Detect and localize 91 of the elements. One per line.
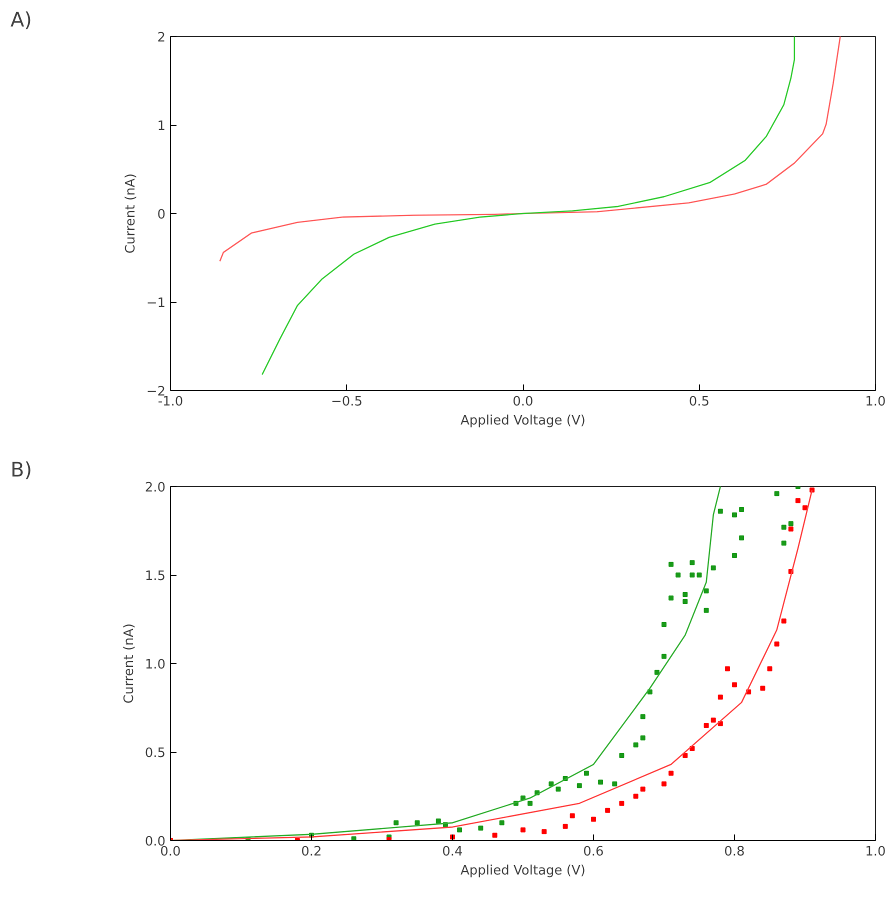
y-axis-title: Current (nA) xyxy=(123,173,138,254)
x-tick-label: −0.5 xyxy=(330,394,363,410)
point xyxy=(662,622,666,628)
point xyxy=(570,813,575,818)
point xyxy=(788,526,794,532)
y-tick-label: 1.0 xyxy=(144,658,166,672)
point xyxy=(760,686,766,691)
line-series xyxy=(219,36,841,262)
point xyxy=(668,562,674,567)
point xyxy=(562,824,568,829)
point xyxy=(710,565,716,570)
point xyxy=(492,832,498,838)
point xyxy=(718,508,723,514)
point xyxy=(640,735,646,740)
point xyxy=(598,780,604,785)
point xyxy=(668,596,674,601)
point xyxy=(605,808,610,813)
point xyxy=(556,786,561,792)
point xyxy=(682,599,688,604)
point xyxy=(591,816,596,822)
y-axis-title: Current (nA) xyxy=(122,623,137,704)
point xyxy=(640,714,646,720)
point xyxy=(802,505,808,510)
point xyxy=(690,572,695,578)
x-axis-title: Applied Voltage (V) xyxy=(460,864,586,878)
point xyxy=(478,826,484,831)
x-tick-label: 0.8 xyxy=(724,844,745,860)
point xyxy=(633,742,638,748)
point xyxy=(774,491,780,496)
point xyxy=(781,618,786,624)
point xyxy=(739,507,744,512)
point xyxy=(584,770,589,776)
x-tick-label: 0.6 xyxy=(583,844,604,860)
point xyxy=(436,818,441,824)
y-tick-label: 0.5 xyxy=(144,746,166,761)
point xyxy=(528,800,533,806)
point xyxy=(576,783,582,788)
point xyxy=(724,666,730,672)
point xyxy=(542,829,547,834)
y-tick-label: 1.5 xyxy=(144,569,166,584)
point xyxy=(394,820,399,826)
y-tick-label: 1 xyxy=(157,119,166,134)
point xyxy=(682,592,688,597)
point xyxy=(739,535,744,540)
point xyxy=(704,608,709,613)
point xyxy=(520,827,526,832)
point xyxy=(682,753,688,758)
x-tick-label: 0.2 xyxy=(301,844,322,860)
point xyxy=(710,718,716,723)
point xyxy=(619,800,624,806)
point xyxy=(633,794,638,799)
point xyxy=(732,512,737,518)
point xyxy=(696,572,702,578)
point xyxy=(690,560,695,566)
point xyxy=(499,820,504,826)
x-tick-label: 1.0 xyxy=(865,844,886,860)
point xyxy=(788,521,794,526)
chart-title: B) xyxy=(10,458,32,482)
y-tick-label: 2.0 xyxy=(144,480,166,496)
point xyxy=(619,753,624,758)
point xyxy=(662,781,666,786)
point xyxy=(548,781,554,786)
point xyxy=(781,540,786,546)
point xyxy=(640,786,646,792)
point xyxy=(612,781,618,786)
x-tick-label: 0.4 xyxy=(442,844,463,860)
point xyxy=(704,588,709,594)
point xyxy=(457,827,462,832)
point xyxy=(704,722,709,728)
point xyxy=(795,498,800,504)
point xyxy=(718,694,723,700)
y-tick-label: −1 xyxy=(146,296,166,311)
point xyxy=(654,670,660,675)
point xyxy=(662,654,666,659)
chart-title: A) xyxy=(10,8,32,32)
x-axis-title: Applied Voltage (V) xyxy=(460,414,586,428)
point xyxy=(676,572,681,578)
point xyxy=(767,666,772,672)
x-tick-label: 0.5 xyxy=(688,394,710,410)
point xyxy=(351,836,356,840)
point xyxy=(781,524,786,530)
y-tick-label: 0 xyxy=(157,208,166,222)
x-tick-label: 0.0 xyxy=(512,394,534,410)
point xyxy=(414,820,420,826)
point xyxy=(668,770,674,776)
y-tick-label: 2 xyxy=(157,30,166,46)
point xyxy=(774,642,780,647)
point xyxy=(732,682,737,688)
x-tick-label: 1.0 xyxy=(865,394,886,410)
line-series xyxy=(262,36,796,376)
point xyxy=(732,553,737,558)
